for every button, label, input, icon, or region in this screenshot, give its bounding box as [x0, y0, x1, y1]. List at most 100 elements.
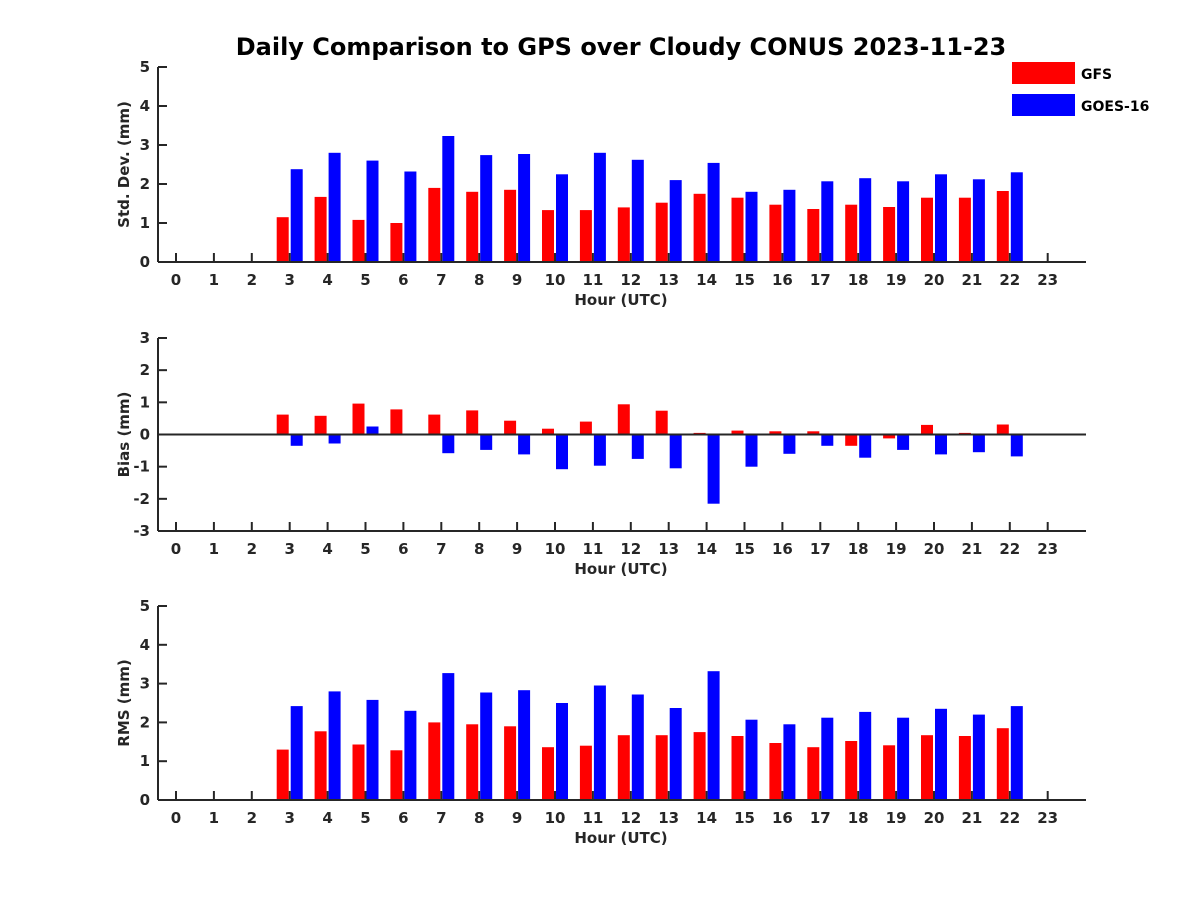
- x-tick-label: 18: [848, 271, 869, 289]
- legend-swatch-gfs: [1012, 62, 1075, 84]
- bar-goes-16-h14: [707, 162, 720, 262]
- bar-goes-16-h17: [821, 434, 834, 446]
- x-tick-label: 16: [772, 271, 793, 289]
- bar-goes-16-h13: [669, 434, 682, 469]
- bar-gfs-h18: [845, 204, 858, 262]
- bar-goes-16-h13: [669, 180, 682, 262]
- bar-goes-16-h7: [442, 434, 455, 454]
- bar-goes-16-h20: [935, 174, 947, 263]
- x-tick-label: 10: [545, 271, 566, 289]
- bar-goes-16-h20: [935, 708, 947, 800]
- x-tick-label: 5: [360, 540, 370, 558]
- x-tick-label: 3: [284, 540, 294, 558]
- x-tick-label: 7: [436, 540, 446, 558]
- bar-gfs-h4: [314, 415, 327, 435]
- x-tick-label: 1: [209, 809, 219, 827]
- x-tick-label: 9: [512, 809, 522, 827]
- bar-gfs-h5: [352, 219, 365, 262]
- bar-goes-16-h7: [442, 136, 455, 262]
- bar-goes-16-h4: [328, 691, 341, 800]
- y-tick-label: 5: [140, 58, 150, 76]
- x-tick-label: 8: [474, 540, 484, 558]
- x-tick-label: 1: [209, 271, 219, 289]
- x-tick-label: 20: [924, 809, 945, 827]
- bar-gfs-h13: [655, 735, 668, 800]
- bar-goes-16-h9: [518, 434, 531, 455]
- bar-gfs-h6: [390, 223, 403, 262]
- x-tick-label: 4: [322, 540, 332, 558]
- x-tick-label: 17: [810, 540, 831, 558]
- bar-gfs-h15: [731, 430, 744, 435]
- legend-label-goes-16: GOES-16: [1081, 99, 1149, 115]
- bar-goes-16-h16: [783, 724, 796, 800]
- bar-gfs-h10: [542, 747, 554, 800]
- bar-gfs-h21: [958, 197, 971, 262]
- bar-goes-16-h19: [897, 717, 910, 800]
- bar-goes-16-h6: [404, 171, 417, 262]
- x-tick-label: 19: [886, 809, 907, 827]
- x-tick-label: 14: [696, 271, 717, 289]
- y-tick-label: 1: [140, 214, 150, 232]
- bar-gfs-h8: [466, 191, 479, 262]
- bar-goes-16-h5: [366, 699, 379, 800]
- bar-goes-16-h11: [593, 434, 606, 466]
- bar-gfs-h5: [352, 403, 365, 435]
- bar-gfs-h16: [769, 431, 782, 435]
- bar-goes-16-h8: [480, 692, 493, 800]
- x-tick-label: 21: [961, 271, 982, 289]
- bar-goes-16-h21: [972, 179, 985, 262]
- bar-gfs-h22: [996, 424, 1009, 435]
- bar-gfs-h13: [655, 410, 668, 435]
- bar-gfs-h20: [921, 424, 933, 435]
- y-tick-label: 0: [140, 791, 150, 809]
- bar-gfs-h19: [883, 434, 896, 439]
- bar-goes-16-h20: [935, 434, 947, 455]
- x-tick-label: 9: [512, 540, 522, 558]
- x-tick-label: 2: [247, 271, 257, 289]
- bar-gfs-h12: [617, 404, 630, 435]
- x-tick-label: 8: [474, 271, 484, 289]
- bar-goes-16-h22: [1010, 172, 1023, 262]
- bar-goes-16-h9: [518, 690, 531, 800]
- x-tick-label: 12: [620, 271, 641, 289]
- bar-goes-16-h13: [669, 708, 682, 800]
- bar-gfs-h10: [542, 210, 554, 262]
- bar-gfs-h7: [428, 187, 441, 262]
- bar-gfs-h4: [314, 731, 327, 800]
- x-tick-label: 10: [545, 809, 566, 827]
- x-tick-label: 4: [322, 809, 332, 827]
- x-tick-label: 4: [322, 271, 332, 289]
- bar-goes-16-h16: [783, 189, 796, 262]
- x-tick-label: 14: [696, 540, 717, 558]
- x-tick-label: 12: [620, 540, 641, 558]
- bar-gfs-h9: [504, 189, 517, 262]
- x-tick-label: 9: [512, 271, 522, 289]
- bar-goes-16-h4: [328, 434, 341, 444]
- bar-goes-16-h9: [518, 154, 531, 262]
- bar-goes-16-h4: [328, 152, 341, 262]
- bar-goes-16-h15: [745, 434, 758, 467]
- x-tick-label: 18: [848, 540, 869, 558]
- x-tick-label: 13: [658, 540, 679, 558]
- chart-title: Daily Comparison to GPS over Cloudy CONU…: [236, 33, 1007, 61]
- y-tick-label: -1: [133, 458, 150, 476]
- bar-gfs-h19: [883, 207, 896, 262]
- bar-goes-16-h17: [821, 717, 834, 800]
- y-axis-label: Std. Dev. (mm): [115, 101, 133, 228]
- y-axis-label: RMS (mm): [115, 659, 133, 746]
- bar-gfs-h17: [807, 747, 820, 800]
- bar-goes-16-h3: [290, 434, 303, 446]
- bar-gfs-h22: [996, 728, 1009, 800]
- x-tick-label: 8: [474, 809, 484, 827]
- bar-gfs-h6: [390, 409, 403, 435]
- bar-gfs-h15: [731, 736, 744, 800]
- bar-goes-16-h6: [404, 710, 417, 800]
- legend: GFS GOES-16: [1012, 62, 1149, 116]
- y-tick-label: 2: [140, 175, 150, 193]
- bar-gfs-h22: [996, 191, 1009, 262]
- x-tick-label: 18: [848, 809, 869, 827]
- bar-goes-16-h8: [480, 155, 493, 262]
- bar-goes-16-h18: [859, 711, 872, 800]
